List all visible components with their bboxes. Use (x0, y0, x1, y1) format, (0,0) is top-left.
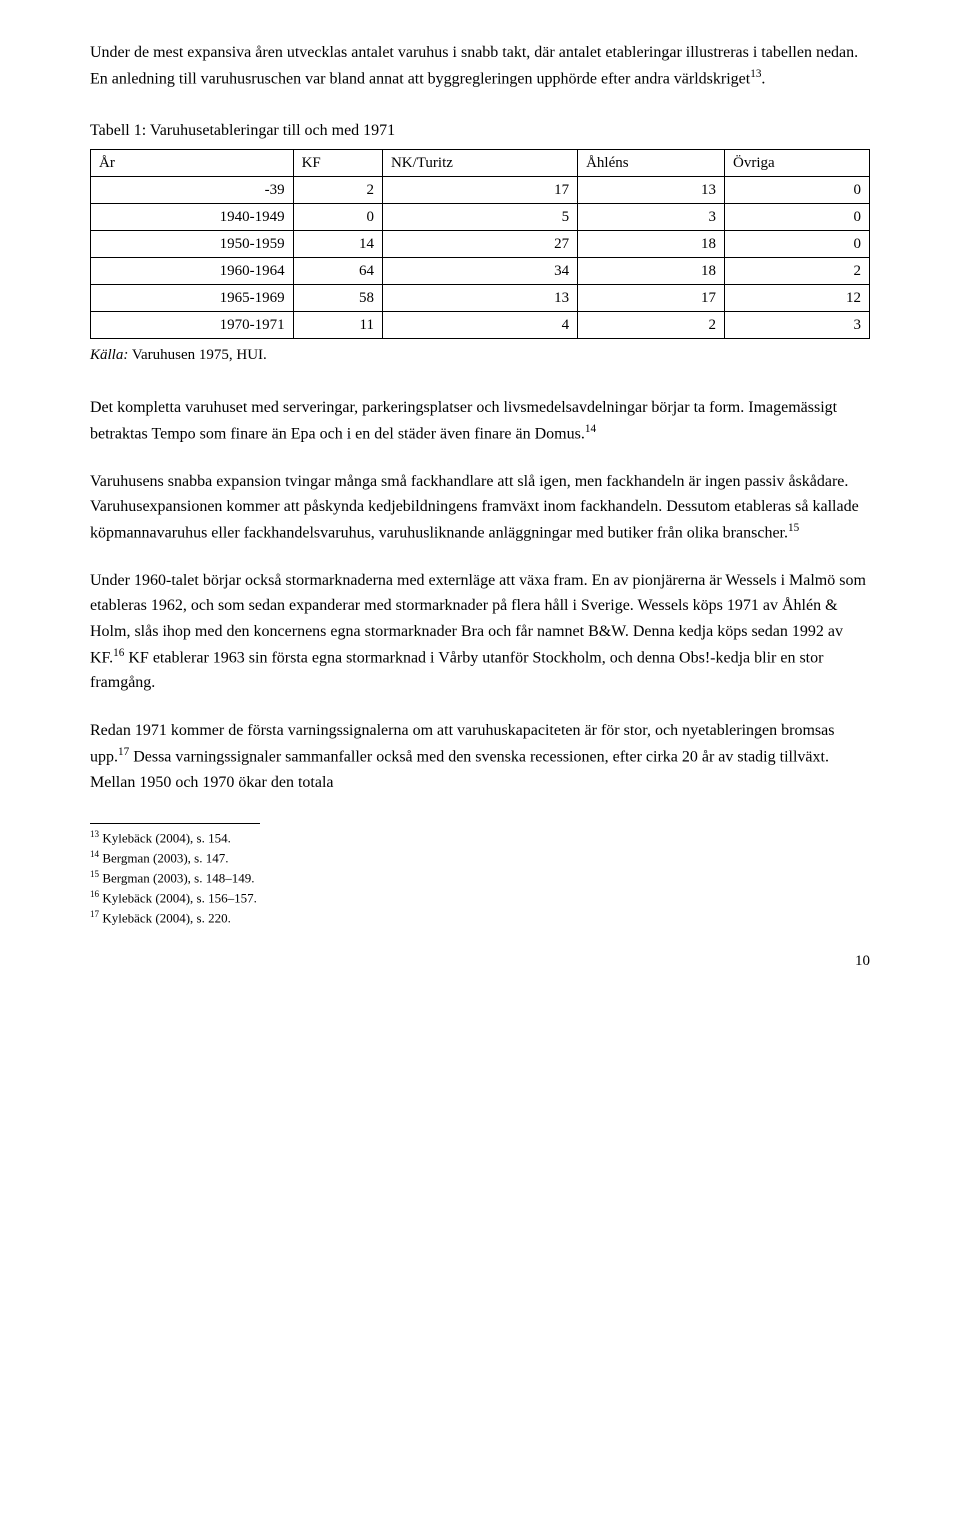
table-cell: 0 (725, 204, 870, 231)
footnote-ref-16: 16 (113, 647, 124, 659)
footnote: 17 Kylebäck (2004), s. 220. (90, 908, 870, 927)
footnote: 15 Bergman (2003), s. 148–149. (90, 868, 870, 887)
table-cell: 14 (293, 231, 382, 258)
table-cell: 0 (293, 204, 382, 231)
table-cell: 13 (382, 285, 577, 312)
table-cell: 64 (293, 258, 382, 285)
table-cell: 27 (382, 231, 577, 258)
table-cell: 3 (725, 312, 870, 339)
table-cell: 2 (293, 177, 382, 204)
table-cell: 3 (578, 204, 725, 231)
table-row: 1950-19591427180 (91, 231, 870, 258)
footnote: 16 Kylebäck (2004), s. 156–157. (90, 888, 870, 907)
footnote-number: 13 (90, 829, 99, 839)
table-cell: 1960-1964 (91, 258, 294, 285)
col-nkturitz: NK/Turitz (382, 150, 577, 177)
source-text: Varuhusen 1975, HUI. (128, 347, 266, 363)
footnote-text: Kylebäck (2004), s. 220. (99, 910, 231, 925)
table-cell: 17 (382, 177, 577, 204)
col-ar: År (91, 150, 294, 177)
table-cell: 0 (725, 177, 870, 204)
footnote-text: Bergman (2003), s. 148–149. (99, 870, 254, 885)
footnote: 13 Kylebäck (2004), s. 154. (90, 828, 870, 847)
footnote-ref-17: 17 (118, 746, 129, 758)
footnote: 14 Bergman (2003), s. 147. (90, 848, 870, 867)
footnote-number: 15 (90, 869, 99, 879)
table-cell: 1965-1969 (91, 285, 294, 312)
table-row: 1970-197111423 (91, 312, 870, 339)
paragraph-2: Det kompletta varuhuset med serveringar,… (90, 395, 870, 447)
table-cell: -39 (91, 177, 294, 204)
period: . (761, 70, 765, 87)
col-ahlens: Åhléns (578, 150, 725, 177)
paragraph-1: Under de mest expansiva åren utvecklas a… (90, 40, 870, 92)
col-ovriga: Övriga (725, 150, 870, 177)
footnotes: 13 Kylebäck (2004), s. 154.14 Bergman (2… (90, 828, 870, 926)
paragraph-4b-text: KF etablerar 1963 sin första egna storma… (90, 649, 823, 692)
footnote-number: 14 (90, 849, 99, 859)
footnote-ref-13: 13 (750, 68, 761, 80)
paragraph-4: Under 1960-talet börjar också stormarkna… (90, 568, 870, 696)
table-cell: 13 (578, 177, 725, 204)
table-cell: 58 (293, 285, 382, 312)
table-row: 1960-19646434182 (91, 258, 870, 285)
footnotes-rule (90, 823, 260, 824)
page-number: 10 (90, 949, 870, 973)
paragraph-5: Redan 1971 kommer de första varningssign… (90, 718, 870, 795)
footnote-ref-15: 15 (788, 522, 799, 534)
table-title: Tabell 1: Varuhusetableringar till och m… (90, 118, 870, 144)
table-cell: 1970-1971 (91, 312, 294, 339)
table-cell: 18 (578, 231, 725, 258)
paragraph-2-text: Det kompletta varuhuset med serveringar,… (90, 399, 837, 442)
table-cell: 2 (578, 312, 725, 339)
table-cell: 0 (725, 231, 870, 258)
table-varuhusetableringar: År KF NK/Turitz Åhléns Övriga -392171301… (90, 149, 870, 339)
table-cell: 11 (293, 312, 382, 339)
table-cell: 17 (578, 285, 725, 312)
footnote-number: 17 (90, 909, 99, 919)
table-cell: 18 (578, 258, 725, 285)
footnote-text: Kylebäck (2004), s. 154. (99, 830, 231, 845)
footnote-text: Bergman (2003), s. 147. (99, 850, 228, 865)
table-cell: 4 (382, 312, 577, 339)
paragraph-1-text: Under de mest expansiva åren utvecklas a… (90, 44, 858, 87)
table-cell: 34 (382, 258, 577, 285)
table-source: Källa: Varuhusen 1975, HUI. (90, 343, 870, 367)
paragraph-5b-text: Dessa varningssignaler sammanfaller ocks… (90, 748, 829, 791)
paragraph-3: Varuhusens snabba expansion tvingar mång… (90, 469, 870, 546)
table-row: 1940-19490530 (91, 204, 870, 231)
table-row: 1965-196958131712 (91, 285, 870, 312)
table-row: -39217130 (91, 177, 870, 204)
footnote-number: 16 (90, 889, 99, 899)
table-cell: 1940-1949 (91, 204, 294, 231)
table-cell: 2 (725, 258, 870, 285)
table-body: -392171301940-194905301950-1959142718019… (91, 177, 870, 339)
table-header-row: År KF NK/Turitz Åhléns Övriga (91, 150, 870, 177)
footnote-ref-14: 14 (585, 423, 596, 435)
source-label: Källa: (90, 347, 128, 363)
col-kf: KF (293, 150, 382, 177)
paragraph-3-text: Varuhusens snabba expansion tvingar mång… (90, 473, 859, 542)
table-cell: 1950-1959 (91, 231, 294, 258)
table-cell: 12 (725, 285, 870, 312)
footnote-text: Kylebäck (2004), s. 156–157. (99, 890, 257, 905)
table-cell: 5 (382, 204, 577, 231)
